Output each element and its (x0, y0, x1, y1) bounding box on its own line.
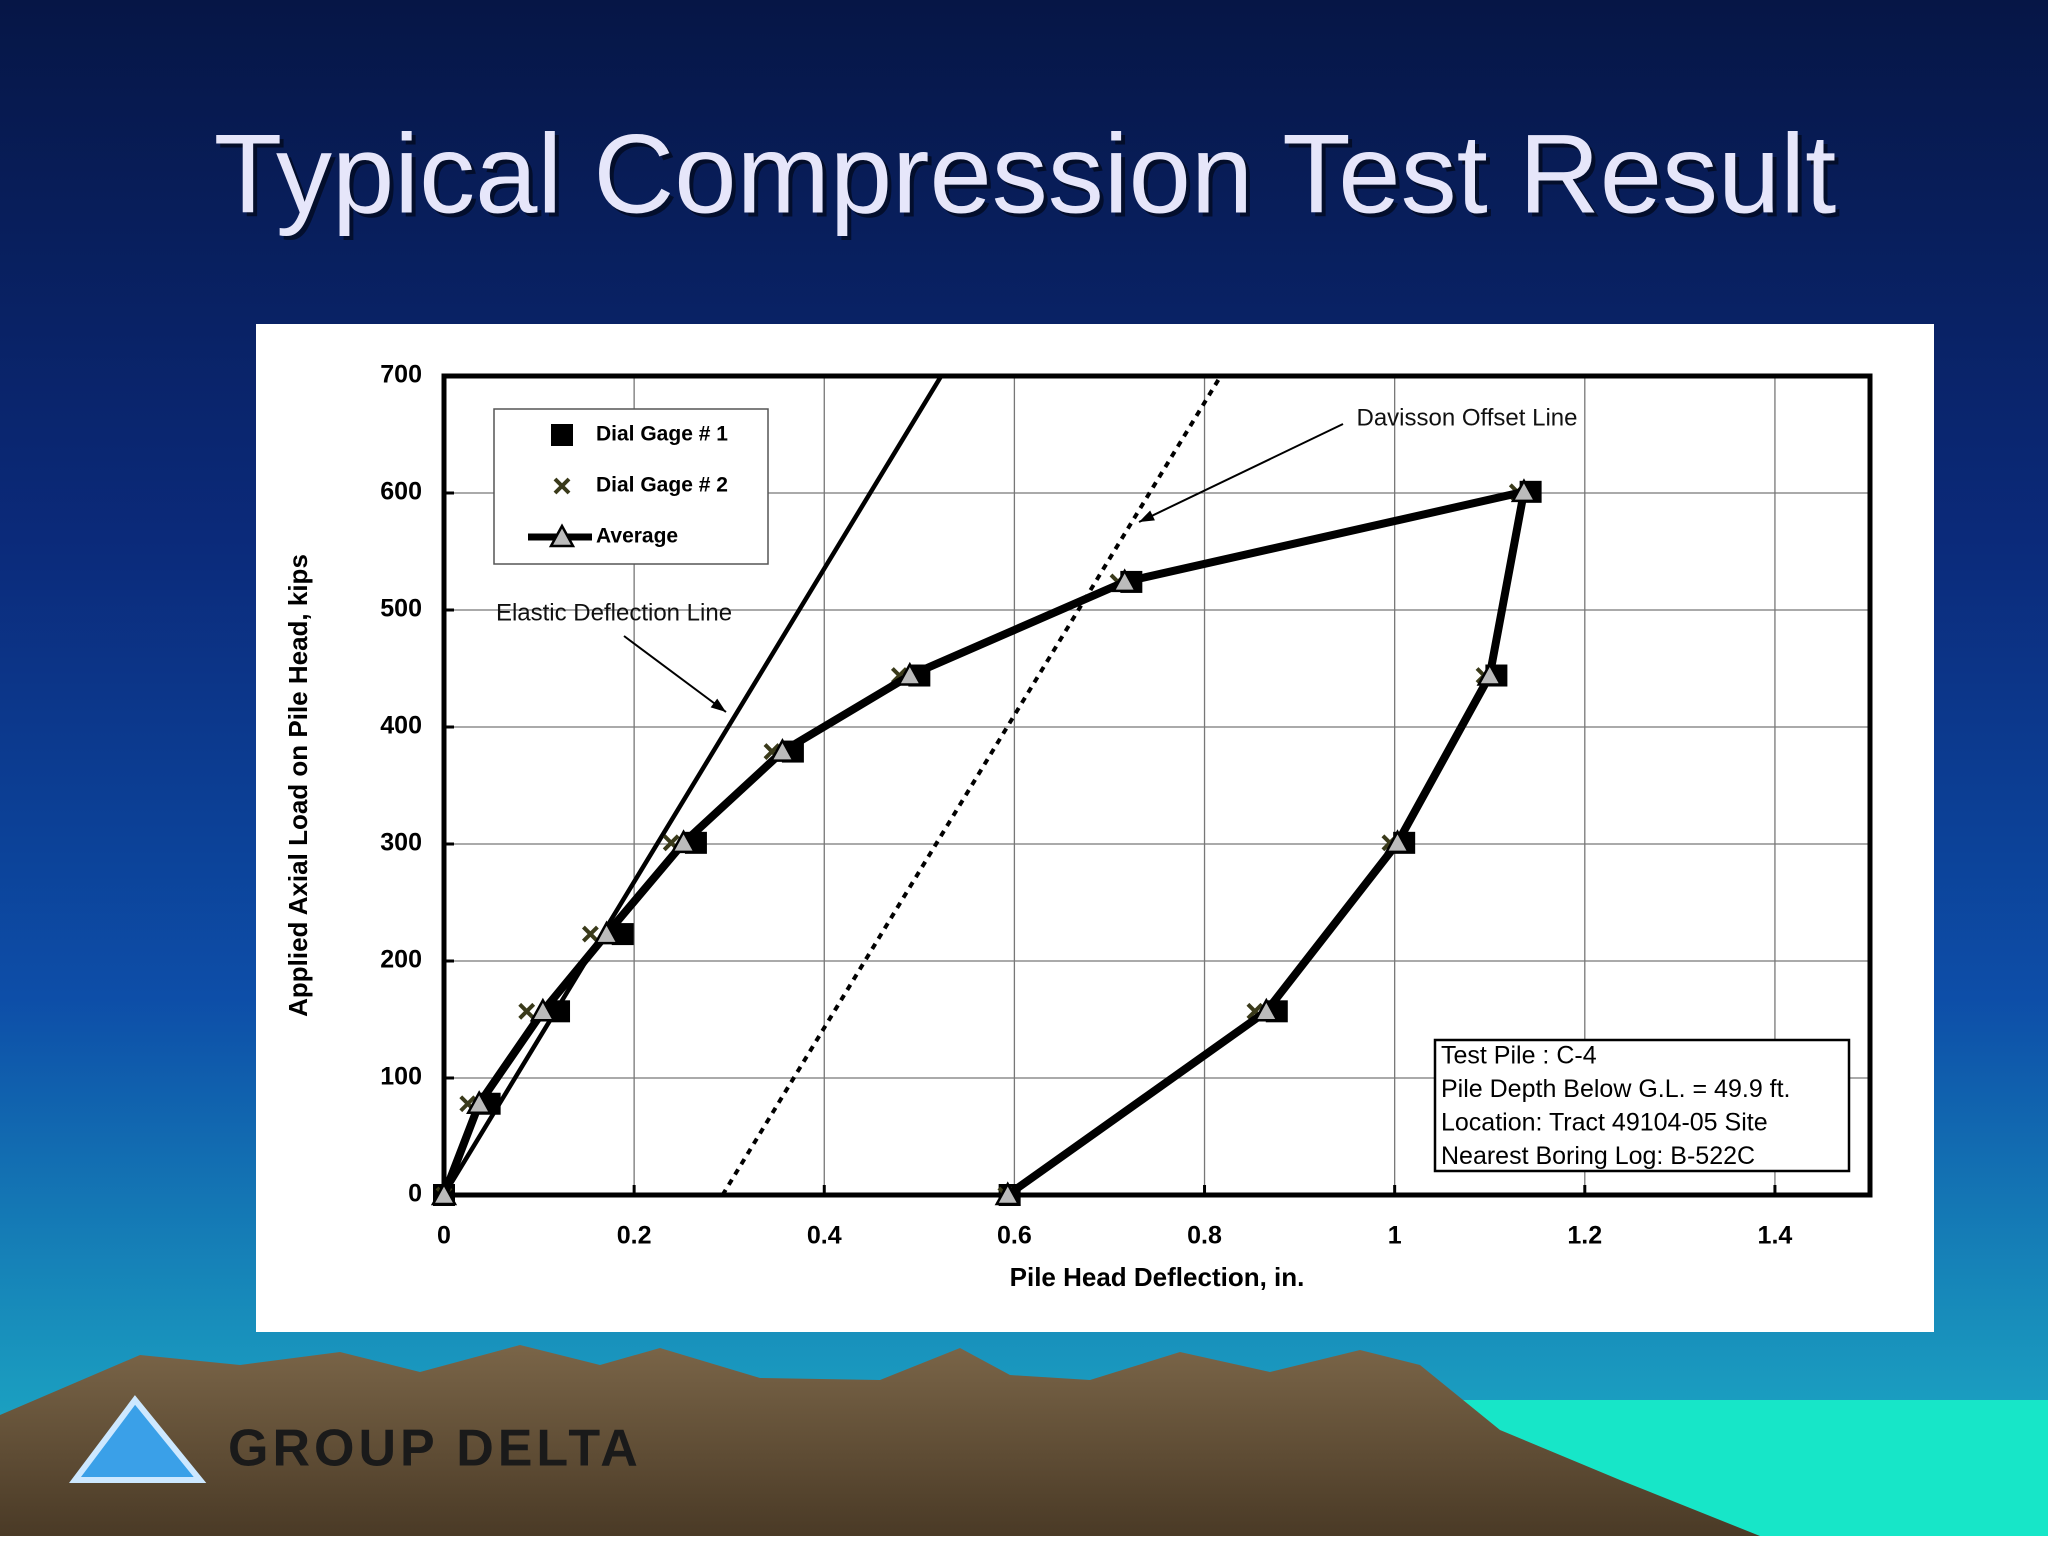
x-axis-label: Pile Head Deflection, in. (1010, 1262, 1305, 1292)
y-tick-label: 100 (380, 1063, 422, 1091)
y-tick-label: 0 (408, 1180, 422, 1208)
annotation-arrow (623, 635, 727, 713)
info-box (1433, 1038, 1851, 1173)
info-line: Nearest Boring Log: B-522C (1441, 1142, 1755, 1170)
legend-marker (553, 477, 571, 495)
x-tick-label: 1 (1388, 1222, 1402, 1250)
legend-marker (548, 523, 576, 548)
x-tick-label: 1.2 (1567, 1222, 1602, 1250)
logo: GROUP DELTA (69, 1395, 642, 1483)
plot-frame (441, 373, 1873, 1198)
y-tick-label: 500 (380, 595, 422, 623)
y-tick-label: 400 (380, 712, 422, 740)
arrow-head (710, 698, 726, 712)
y-tick-label: 200 (380, 946, 422, 974)
data-point (994, 1181, 1021, 1206)
info-line: Location: Tract 49104-05 Site (1441, 1109, 1768, 1137)
annotation: Elastic Deflection Line (496, 599, 732, 626)
data-point (581, 925, 599, 943)
data-point (430, 1181, 458, 1206)
legend-label: Dial Gage # 1 (596, 423, 728, 446)
data-point (529, 997, 556, 1022)
legend-label: Dial Gage # 2 (596, 474, 728, 497)
data-point (769, 737, 796, 762)
reference-line (442, 374, 944, 1197)
slide-title: Typical Compression Test Result (214, 112, 1837, 237)
data-point (518, 1002, 536, 1020)
data-point (896, 661, 923, 686)
legend-marker (551, 424, 573, 446)
info-line: Pile Depth Below G.L. = 49.9 ft. (1441, 1075, 1791, 1103)
data-point (548, 1000, 571, 1023)
arrow-head (1139, 510, 1155, 522)
x-tick-label: 1.4 (1758, 1222, 1793, 1250)
data-point (466, 1090, 493, 1114)
logo-text: GROUP DELTA (228, 1420, 642, 1478)
data-point (1510, 478, 1538, 503)
data-point (670, 829, 697, 854)
data-point (1476, 661, 1503, 686)
legend-label: Average (596, 525, 678, 548)
y-axis-label: Applied Axial Load on Pile Head, kips (283, 554, 313, 1017)
y-tick-label: 300 (380, 829, 422, 857)
mountains (0, 1345, 1760, 1536)
data-point (1111, 568, 1138, 593)
x-tick-label: 0.8 (1187, 1222, 1222, 1250)
x-tick-label: 0.2 (617, 1222, 652, 1250)
x-tick-label: 0.6 (997, 1222, 1032, 1250)
x-tick-label: 0 (437, 1222, 451, 1250)
x-tick-label: 0.4 (807, 1222, 842, 1250)
logo-icon (69, 1395, 207, 1483)
annotation-arrow (1138, 423, 1344, 523)
data-point (593, 920, 620, 945)
reference-line (720, 374, 1223, 1197)
annotation: Davisson Offset Line (1356, 404, 1577, 431)
y-tick-label: 600 (380, 478, 422, 506)
title-shadow: Typical Compression Test Result (218, 116, 1841, 241)
data-point (611, 923, 634, 946)
data-point (1253, 997, 1280, 1022)
y-tick-label: 700 (380, 361, 422, 389)
plot: 0 0.2 0.4 0.6 0.8 1 1.2 1.4 0 100 200 300 400 500 600 7… (283, 361, 1873, 1292)
data-point (1384, 829, 1411, 854)
info-line: Test Pile : C-4 (1441, 1042, 1597, 1070)
